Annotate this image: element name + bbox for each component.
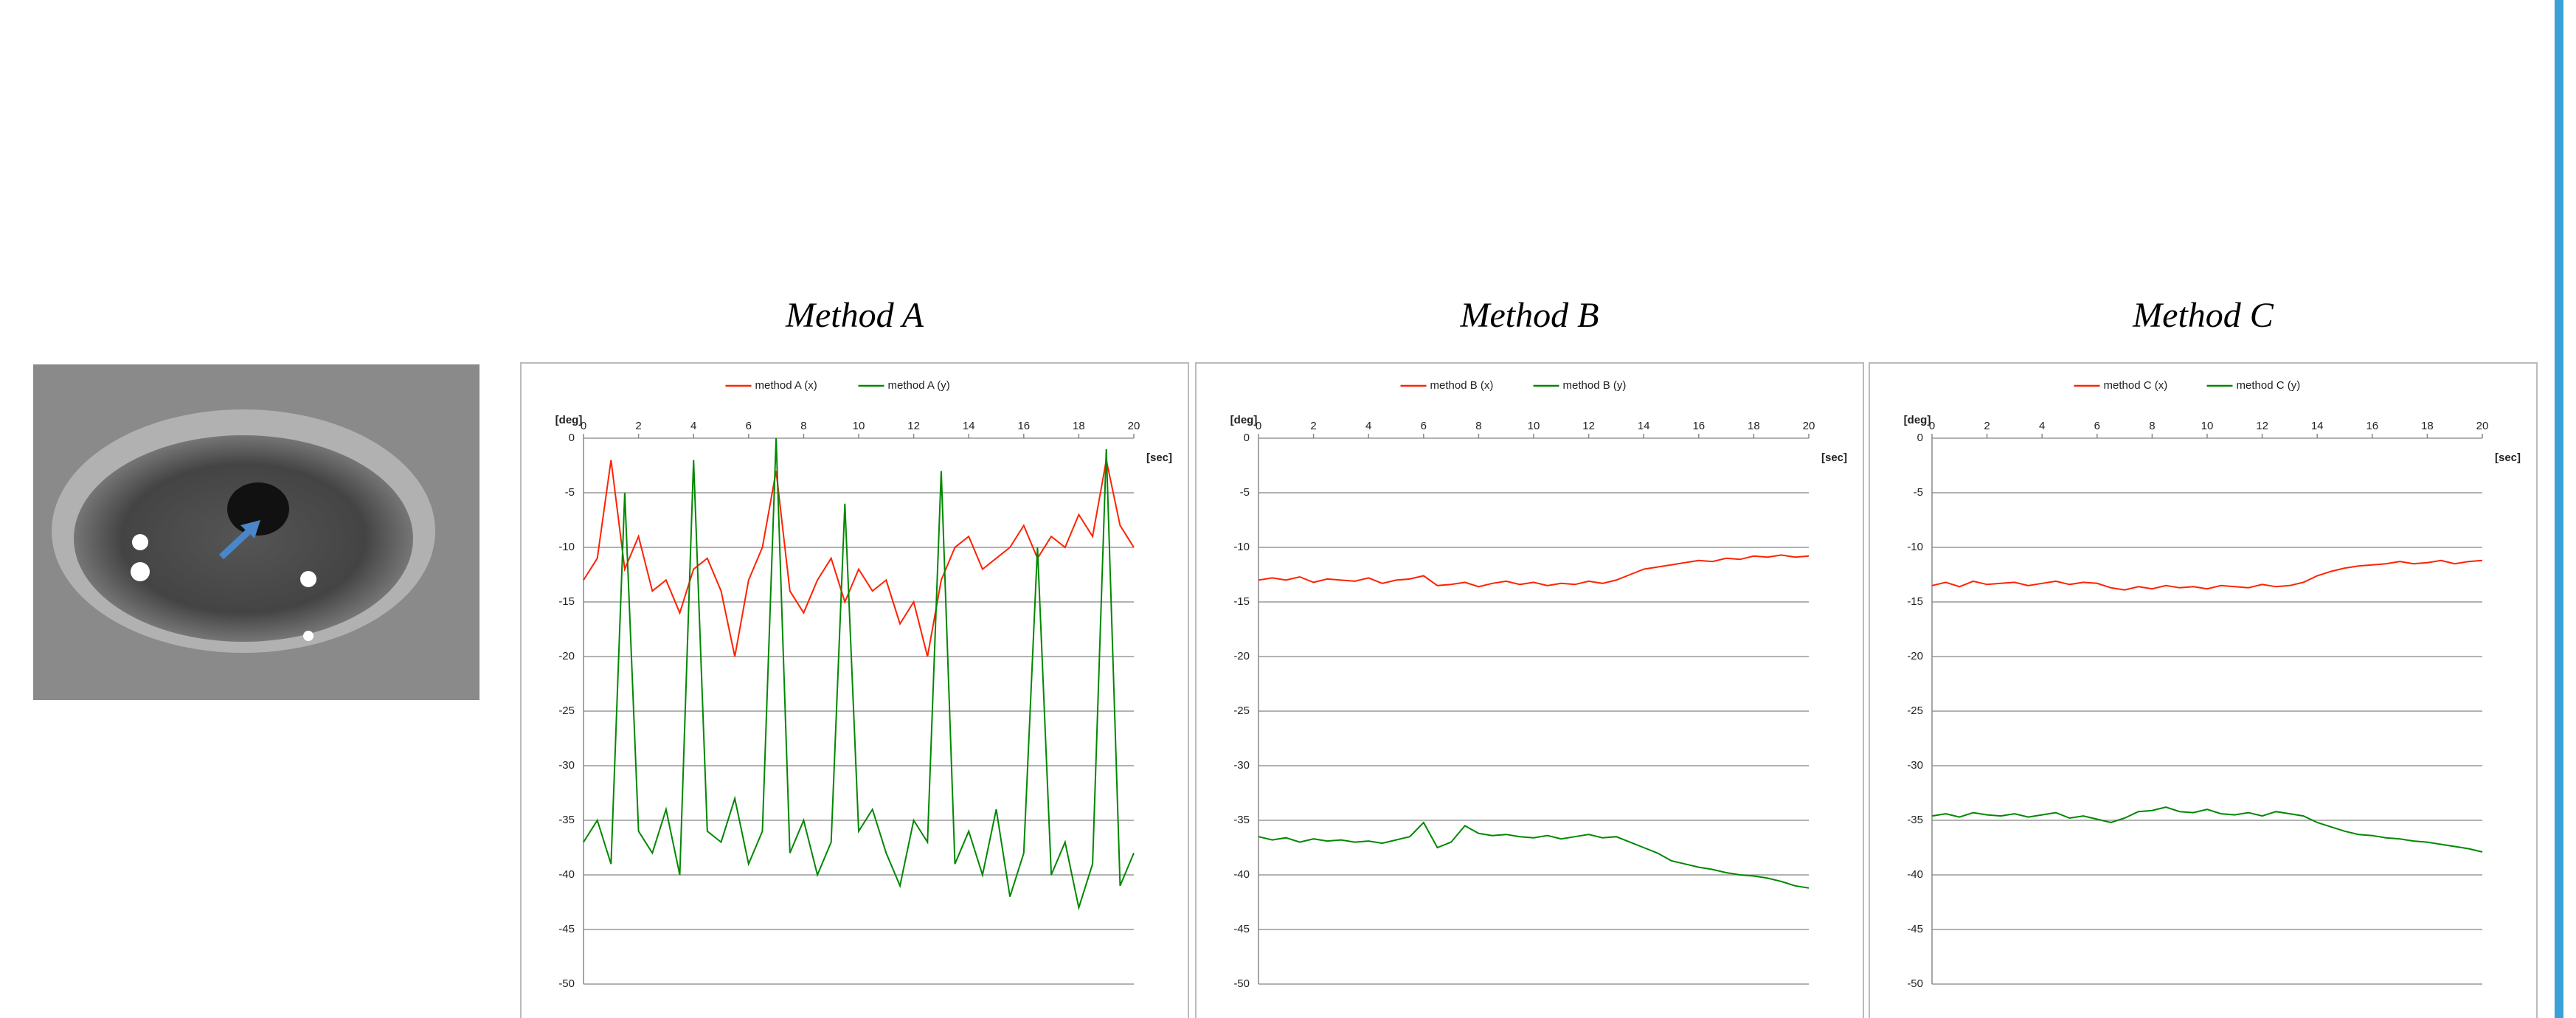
series-line [583,460,1135,657]
series-line [1258,821,1810,889]
chart-title: Method C [2132,296,2274,335]
y-tick-label: -30 [1907,759,1923,772]
x-tick-label: 4 [690,420,696,432]
x-tick-label: 18 [2421,420,2434,432]
x-axis-label: [sec] [1146,451,1172,464]
y-tick-label: 0 [1917,432,1923,444]
x-tick-label: 4 [1365,420,1371,432]
legend-label: method C (x) [2104,379,2168,392]
x-tick-label: 14 [2311,420,2324,432]
chart: Method C 0 -5 -10 -15 -20 -25 -30 -35 -40 -45 -50 0 2… [1869,296,2538,1018]
chart: Method A 0 -5 -10 -15 -20 -25 -30 -35 -40 -45 -50 0 2… [520,296,1189,1018]
x-tick-label: 10 [1528,420,1540,432]
y-tick-label: -50 [1907,977,1923,990]
chart-frame [1869,362,2538,1018]
series-line [1258,554,1810,588]
y-tick-label: -25 [1907,704,1923,717]
x-axis-label: [sec] [1821,451,1847,464]
series-line [583,437,1135,911]
x-tick-label: 14 [1638,420,1650,432]
y-axis-label: [deg] [1230,414,1258,426]
y-tick-label: -10 [1907,541,1923,553]
x-tick-label: 0 [1929,420,1935,432]
y-tick-label: -45 [558,923,575,935]
x-tick-label: 10 [2201,420,2214,432]
x-tick-label: 6 [746,420,752,432]
x-tick-label: 14 [963,420,975,432]
y-tick-label: -5 [565,486,575,499]
x-axis-label: [sec] [2495,451,2521,464]
y-tick-label: -40 [1233,868,1250,881]
x-tick-label: 8 [2149,420,2155,432]
x-tick-label: 20 [1128,420,1140,432]
x-tick-label: 16 [2366,420,2378,432]
y-tick-label: -45 [1907,923,1923,935]
y-tick-label: 0 [569,432,575,444]
legend-label: method A (y) [888,379,950,392]
legend-label: method B (y) [1563,379,1627,392]
eye-photo [33,364,479,700]
x-tick-label: 2 [1310,420,1316,432]
legend-label: method B (x) [1430,379,1494,392]
x-tick-label: 20 [1803,420,1815,432]
y-tick-label: -30 [1233,759,1250,772]
y-tick-label: -25 [558,704,575,717]
x-tick-label: 6 [2094,420,2100,432]
x-tick-label: 0 [581,420,586,432]
y-tick-label: -50 [558,977,575,990]
y-axis-label: [deg] [1904,414,1931,426]
x-tick-label: 18 [1073,420,1085,432]
legend-label: method A (x) [755,379,817,392]
y-tick-label: -35 [1233,814,1250,826]
y-tick-label: -10 [1233,541,1250,553]
x-tick-label: 6 [1421,420,1427,432]
y-tick-label: -15 [558,595,575,608]
x-tick-label: 10 [853,420,865,432]
y-tick-label: -15 [1233,595,1250,608]
x-tick-label: 12 [2256,420,2268,432]
chart-frame [1195,362,1864,1018]
x-tick-label: 20 [2476,420,2489,432]
y-tick-label: -20 [1907,650,1923,662]
y-tick-label: -30 [558,759,575,772]
series-line [1931,806,2483,853]
y-tick-label: -35 [558,814,575,826]
chart-title: Method A [785,296,924,335]
y-tick-label: -20 [1233,650,1250,662]
y-tick-label: -45 [1233,923,1250,935]
y-tick-label: -10 [558,541,575,553]
y-tick-label: -35 [1907,814,1923,826]
chart-title: Method B [1460,296,1599,335]
chart-frame [520,362,1189,1018]
y-tick-label: -20 [558,650,575,662]
y-axis-label: [deg] [555,414,583,426]
x-tick-label: 2 [635,420,641,432]
x-tick-label: 12 [1582,420,1595,432]
y-tick-label: -25 [1233,704,1250,717]
y-tick-label: -40 [558,868,575,881]
y-tick-label: -50 [1233,977,1250,990]
x-tick-label: 16 [1692,420,1705,432]
series-line [1931,559,2483,591]
y-tick-label: -5 [1914,486,1923,499]
y-tick-label: -5 [1240,486,1250,499]
x-tick-label: 2 [1984,420,1990,432]
x-tick-label: 4 [2039,420,2045,432]
y-tick-label: -15 [1907,595,1923,608]
x-tick-label: 12 [907,420,920,432]
x-tick-label: 18 [1748,420,1760,432]
y-tick-label: 0 [1244,432,1250,444]
chart: Method B 0 -5 -10 -15 -20 -25 -30 -35 -40 -45 -50 0 2… [1195,296,1864,1018]
x-tick-label: 0 [1256,420,1261,432]
x-tick-label: 8 [800,420,806,432]
edge-bar [2555,0,2563,1018]
y-tick-label: -40 [1907,868,1923,881]
x-tick-label: 16 [1017,420,1030,432]
legend-label: method C (y) [2237,379,2301,392]
x-tick-label: 8 [1475,420,1481,432]
